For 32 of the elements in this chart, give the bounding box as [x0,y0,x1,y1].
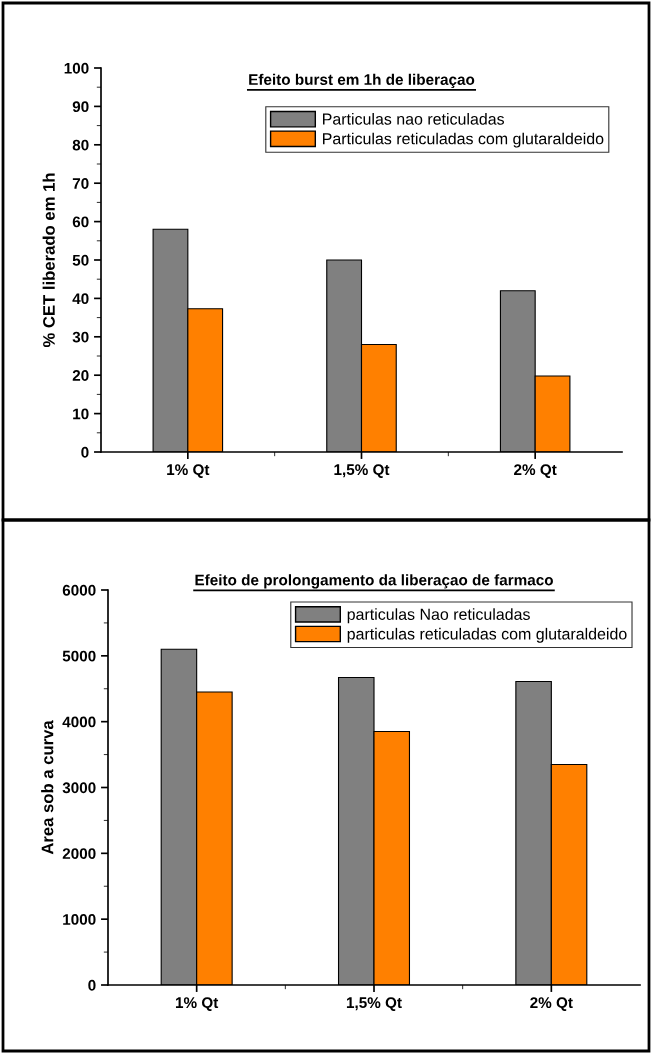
y-tick-label: 5000 [62,650,96,662]
y-tick-label: 90 [72,101,89,113]
y-tick-label: 4000 [62,716,96,728]
chart-title: Efeito de prolongamento da liberaçao de farmaco [195,574,553,589]
y-tick-label: 0 [81,446,89,458]
y-tick-label: 40 [72,293,89,305]
y-tick-label: 10 [73,408,89,420]
legend-label: Particulas nao reticuladas [323,113,505,125]
legend-label: Particulas reticuladas com glutaraldeido [323,132,604,148]
x-tick-label: 1% Qt [167,464,210,478]
y-tick-label: 1000 [63,914,96,925]
y-tick-label: 60 [72,216,89,228]
y-tick-label: 20 [72,370,89,381]
y-tick-label: 80 [72,139,89,151]
y-tick-label: 100 [64,62,89,74]
y-tick-label: 70 [72,178,89,189]
legend-label: particulas reticuladas com glutaraldeido [347,627,627,643]
y-tick-label: 3000 [62,782,96,794]
y-tick-label: 0 [88,979,96,991]
x-tick-label: 1% Qt [175,997,219,1011]
y-tick-label: 30 [72,331,89,343]
x-tick-label: 2% Qt [514,464,557,478]
chart-title: Efeito burst em 1h de liberaçao [249,73,475,88]
legend-label: particulas Nao reticuladas [347,608,530,624]
y-tick-label: 2000 [62,848,96,860]
y-axis-title: % CET liberado em 1h [42,173,55,348]
x-tick-label: 1,5% Qt [334,464,390,478]
x-tick-label: 1,5% Qt [346,997,402,1011]
y-tick-label: 6000 [62,584,96,596]
y-tick-label: 50 [72,254,89,266]
y-axis-title: Area sob a curva [41,720,54,855]
x-tick-label: 2% Qt [530,997,573,1011]
